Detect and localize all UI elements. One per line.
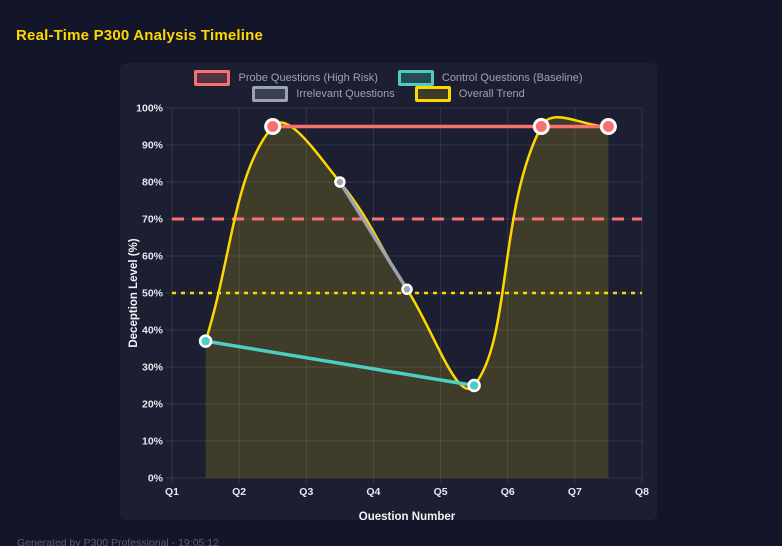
x-tick-label: Q8 — [635, 486, 649, 498]
chart-legend: Probe Questions (High Risk) Control Quest… — [120, 70, 657, 102]
chart-panel: Probe Questions (High Risk) Control Quest… — [120, 63, 657, 520]
legend-item-control[interactable]: Control Questions (Baseline) — [397, 70, 583, 86]
grid-lines — [166, 107, 643, 483]
data-point-control[interactable] — [198, 334, 213, 348]
legend-swatch-trend — [414, 86, 451, 102]
legend-label: Irrelevant Questions — [296, 88, 395, 100]
y-tick-label: 50% — [142, 288, 164, 300]
series-line-irrelevant — [338, 180, 409, 292]
legend-item-probe[interactable]: Probe Questions (High Risk) — [194, 70, 378, 86]
legend-item-irrelevant[interactable]: Irrelevant Questions — [252, 86, 395, 102]
data-point-control[interactable] — [467, 378, 481, 393]
x-tick-label: Q4 — [366, 486, 380, 498]
series-line-control — [203, 339, 476, 388]
x-tick-label: Q7 — [568, 486, 582, 498]
data-point-irrelevant[interactable] — [401, 283, 413, 296]
x-tick-label: Q2 — [232, 486, 246, 498]
legend-swatch-irrelevant — [252, 86, 289, 102]
x-axis-title: Question Number — [359, 511, 456, 520]
data-point-probe[interactable] — [264, 118, 282, 135]
y-axis-title: Deception Level (%) — [128, 238, 140, 347]
x-tick-label: Q6 — [501, 486, 515, 498]
p300-timeline-chart: Q1 Q2 Q3 Q4 Q5 Q6 Q7 Q8 0% 10% 20% 30% 40% 50% 60% 70% 8… — [128, 103, 649, 521]
y-tick-label: 70% — [142, 214, 164, 226]
legend-label: Probe Questions (High Risk) — [238, 72, 378, 84]
y-tick-label: 10% — [142, 436, 164, 448]
footer-caption: Generated by P300 Professional - 19:05:1… — [17, 537, 219, 546]
y-tick-label: 20% — [142, 399, 164, 411]
y-tick-label: 90% — [142, 140, 164, 152]
page-title: Real-Time P300 Analysis Timeline — [16, 27, 264, 44]
trend-area-fill — [205, 117, 609, 478]
y-tick-label: 100% — [136, 103, 164, 115]
data-point-probe[interactable] — [599, 118, 617, 135]
y-tick-label: 40% — [142, 325, 164, 337]
data-point-irrelevant[interactable] — [334, 176, 346, 188]
legend-swatch-control — [397, 70, 434, 86]
data-point-probe[interactable] — [532, 118, 550, 135]
legend-item-trend[interactable]: Overall Trend — [414, 86, 525, 102]
x-tick-label: Q3 — [299, 486, 313, 498]
x-tick-label: Q5 — [434, 486, 448, 498]
y-tick-label: 0% — [148, 473, 164, 485]
y-tick-label: 60% — [142, 251, 164, 263]
legend-label: Control Questions (Baseline) — [441, 72, 583, 84]
x-tick-label: Q1 — [165, 486, 179, 498]
legend-swatch-probe — [194, 70, 231, 86]
y-tick-label: 80% — [142, 177, 164, 189]
y-tick-label: 30% — [142, 362, 164, 374]
legend-label: Overall Trend — [458, 88, 525, 100]
